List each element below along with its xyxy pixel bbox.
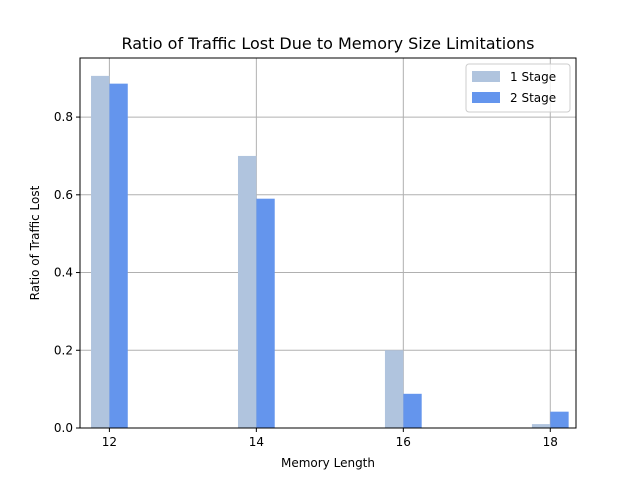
legend-label: 2 Stage [510, 91, 556, 105]
bar-stage2-14 [256, 198, 275, 428]
plot-frame [79, 57, 577, 429]
bars [91, 75, 569, 429]
x-tick-label: 16 [396, 435, 411, 449]
y-axis: 0.0 0.2 0.4 0.6 0.8 [54, 110, 80, 435]
legend-swatch [472, 71, 500, 82]
y-tick-label: 0.6 [54, 188, 73, 202]
x-tick-label: 18 [543, 435, 558, 449]
x-axis: 12 14 16 18 [102, 428, 558, 449]
x-tick-label: 12 [102, 435, 117, 449]
legend: 1 Stage 2 Stage [465, 63, 571, 113]
bar-stage2-12 [109, 83, 128, 429]
chart-title: Ratio of Traffic Lost Due to Memory Size… [121, 34, 534, 53]
legend-label: 1 Stage [510, 70, 556, 84]
bar-stage1-14 [237, 155, 257, 429]
bar-stage1-16 [384, 350, 404, 428]
y-tick-label: 0.8 [54, 110, 73, 124]
x-axis-title: Memory Length [281, 456, 375, 470]
bar-stage1-18 [531, 424, 551, 428]
bar-stage1-12 [91, 75, 110, 429]
bar-stage2-16 [403, 393, 422, 428]
bar-stage2-18 [550, 411, 569, 428]
y-tick-label: 0.4 [54, 266, 73, 280]
legend-swatch [472, 92, 500, 103]
y-axis-title: Ratio of Traffic Lost [28, 185, 42, 300]
x-tick-label: 14 [249, 435, 264, 449]
y-tick-label: 0.2 [54, 343, 73, 357]
y-tick-label: 0.0 [54, 421, 73, 435]
grid [80, 58, 576, 429]
